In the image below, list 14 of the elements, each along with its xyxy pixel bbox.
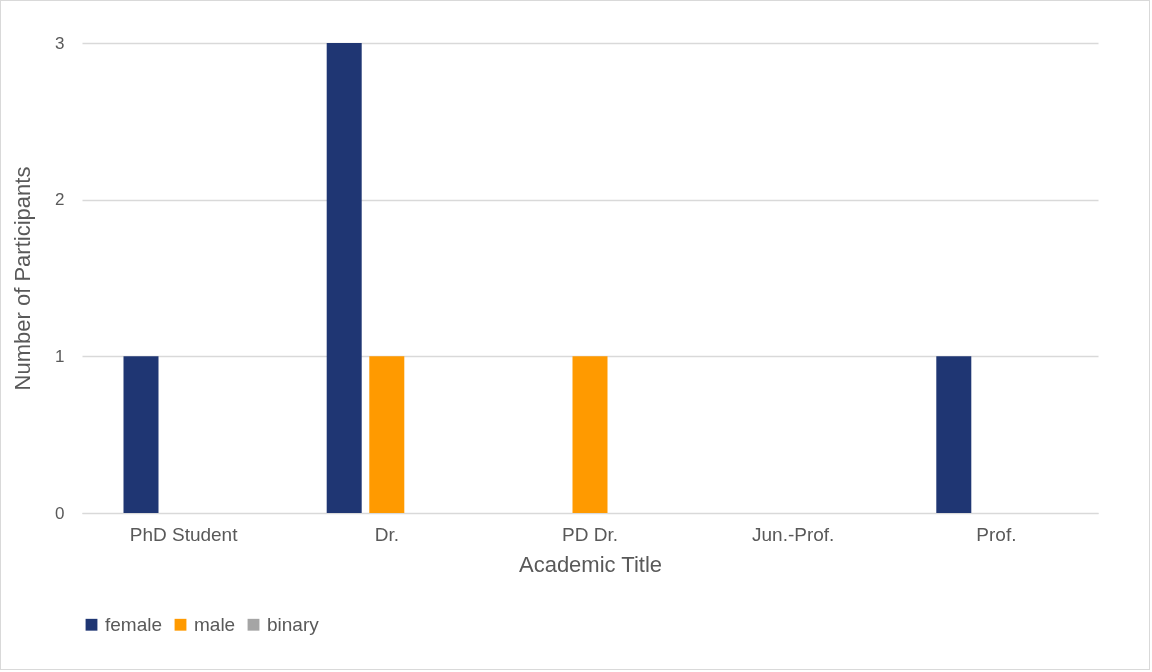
y-axis-title: Number of Participants: [10, 166, 36, 391]
y-tick-label: 2: [55, 190, 65, 210]
y-tick-label: 1: [55, 346, 65, 366]
x-tick-label: Dr.: [374, 523, 399, 545]
legend-label: female: [105, 613, 163, 635]
x-tick-label: Jun.-Prof.: [752, 523, 835, 545]
legend-label: male: [194, 613, 236, 635]
x-axis-title: Academic Title: [518, 551, 663, 577]
x-tick-label: PD Dr.: [562, 523, 618, 545]
y-tick-label: 3: [55, 33, 65, 53]
y-tick-label: 0: [55, 503, 65, 523]
x-tick-label: Prof.: [976, 523, 1017, 545]
legend-label: binary: [267, 613, 320, 635]
x-tick-label: PhD Student: [129, 523, 239, 545]
